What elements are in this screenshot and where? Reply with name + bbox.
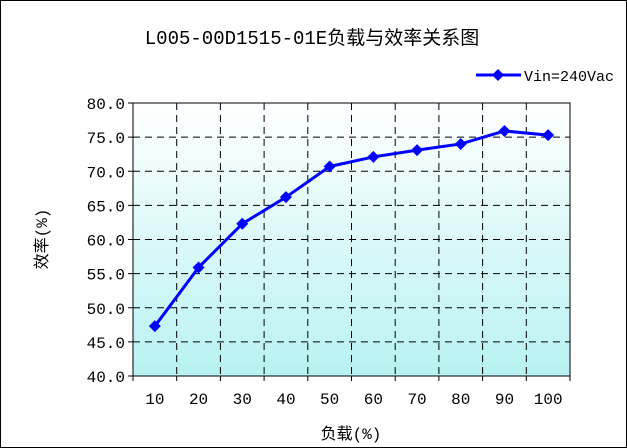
data-point-marker (236, 217, 249, 230)
x-tick-label: 70 (407, 391, 426, 409)
x-tick-label: 30 (233, 391, 252, 409)
y-tick-label: 60.0 (87, 233, 125, 251)
grid-lines (128, 102, 571, 381)
data-point-marker (192, 261, 205, 274)
y-tick-label: 70.0 (87, 164, 125, 182)
data-point-marker (542, 129, 555, 142)
data-point-marker (454, 137, 467, 150)
x-tick-label: 40 (276, 391, 295, 409)
y-tick-label: 75.0 (87, 130, 125, 148)
x-axis-label: 负载(%) (321, 425, 382, 444)
y-tick-label: 80.0 (87, 96, 125, 114)
y-axis-tick-labels: 40.0 45.0 50.0 55.0 60.0 65.0 70.0 75.0 80.0 (87, 96, 125, 387)
series-layer (148, 124, 555, 333)
x-tick-label: 10 (145, 391, 164, 409)
y-tick-label: 50.0 (87, 301, 125, 319)
x-axis-tick-labels: 10 20 30 40 50 60 70 80 90 100 (145, 391, 562, 409)
chart-title: L005-00D1515-01E负载与效率关系图 (145, 27, 479, 50)
y-tick-label: 55.0 (87, 267, 125, 285)
data-point-marker (411, 144, 424, 157)
data-point-marker (498, 124, 511, 137)
data-point-marker (323, 160, 336, 173)
x-tick-label: 90 (495, 391, 514, 409)
data-point-marker (367, 150, 380, 163)
x-tick-label: 80 (451, 391, 470, 409)
data-point-marker (148, 320, 161, 333)
legend-marker (492, 69, 504, 81)
x-tick-label: 60 (364, 391, 383, 409)
y-axis-label: 效率(%) (33, 209, 52, 270)
x-tick-label: 50 (320, 391, 339, 409)
x-tick-label: 100 (534, 391, 563, 409)
y-tick-label: 65.0 (87, 198, 125, 216)
legend-label: Vin=240Vac (524, 69, 614, 86)
y-tick-label: 40.0 (87, 369, 125, 387)
legend: Vin=240Vac (476, 69, 614, 86)
y-tick-label: 45.0 (87, 335, 125, 353)
series-line (153, 129, 549, 328)
x-tick-label: 20 (189, 391, 208, 409)
data-point-marker (279, 191, 292, 204)
